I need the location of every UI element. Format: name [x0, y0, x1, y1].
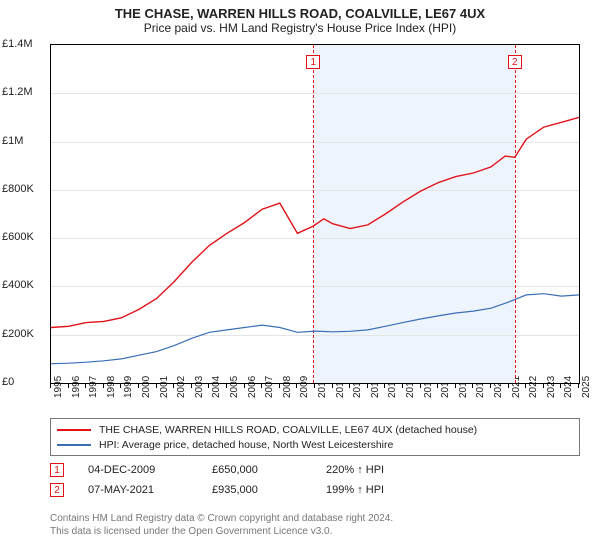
event-price: £650,000 — [212, 464, 302, 476]
chart-subtitle: Price paid vs. HM Land Registry's House … — [0, 21, 600, 39]
legend-label: HPI: Average price, detached house, Nort… — [99, 439, 393, 451]
legend-swatch — [57, 429, 91, 431]
chart-container: THE CHASE, WARREN HILLS ROAD, COALVILLE,… — [0, 0, 600, 560]
legend-swatch — [57, 444, 91, 446]
legend-row: THE CHASE, WARREN HILLS ROAD, COALVILLE,… — [57, 422, 573, 437]
plot-area: 12 — [50, 44, 580, 384]
y-axis-label: £400K — [2, 279, 34, 291]
event-table: 1 04-DEC-2009 £650,000 220% ↑ HPI 2 07-MAY-20… — [50, 460, 580, 500]
event-pct: 220% ↑ HPI — [326, 464, 426, 476]
legend-label: THE CHASE, WARREN HILLS ROAD, COALVILLE,… — [99, 424, 477, 436]
line-plot — [51, 45, 579, 383]
legend-row: HPI: Average price, detached house, Nort… — [57, 437, 573, 452]
x-ticks — [50, 384, 580, 388]
event-marker-cell: 1 — [50, 463, 64, 477]
y-axis-label: £0 — [2, 376, 14, 388]
footer: Contains HM Land Registry data © Crown c… — [50, 512, 580, 538]
event-marker: 1 — [306, 55, 320, 69]
event-price: £935,000 — [212, 484, 302, 496]
y-axis-label: £1M — [2, 135, 23, 147]
series-hpi — [51, 294, 579, 364]
event-date: 07-MAY-2021 — [88, 484, 188, 496]
series-subject — [51, 117, 579, 327]
event-pct: 199% ↑ HPI — [326, 484, 426, 496]
legend: THE CHASE, WARREN HILLS ROAD, COALVILLE,… — [50, 418, 580, 456]
y-axis-label: £1.2M — [2, 86, 33, 98]
event-row: 1 04-DEC-2009 £650,000 220% ↑ HPI — [50, 460, 580, 480]
event-row: 2 07-MAY-2021 £935,000 199% ↑ HPI — [50, 480, 580, 500]
y-axis-label: £1.4M — [2, 38, 33, 50]
footer-line2: This data is licensed under the Open Gov… — [50, 525, 580, 538]
event-marker: 2 — [508, 55, 522, 69]
chart-title: THE CHASE, WARREN HILLS ROAD, COALVILLE,… — [0, 0, 600, 21]
x-axis-label: 2025 — [581, 376, 592, 398]
y-axis-label: £200K — [2, 328, 34, 340]
footer-line1: Contains HM Land Registry data © Crown c… — [50, 512, 580, 525]
event-marker-cell: 2 — [50, 483, 64, 497]
y-axis-label: £800K — [2, 183, 34, 195]
event-date: 04-DEC-2009 — [88, 464, 188, 476]
y-axis-label: £600K — [2, 231, 34, 243]
